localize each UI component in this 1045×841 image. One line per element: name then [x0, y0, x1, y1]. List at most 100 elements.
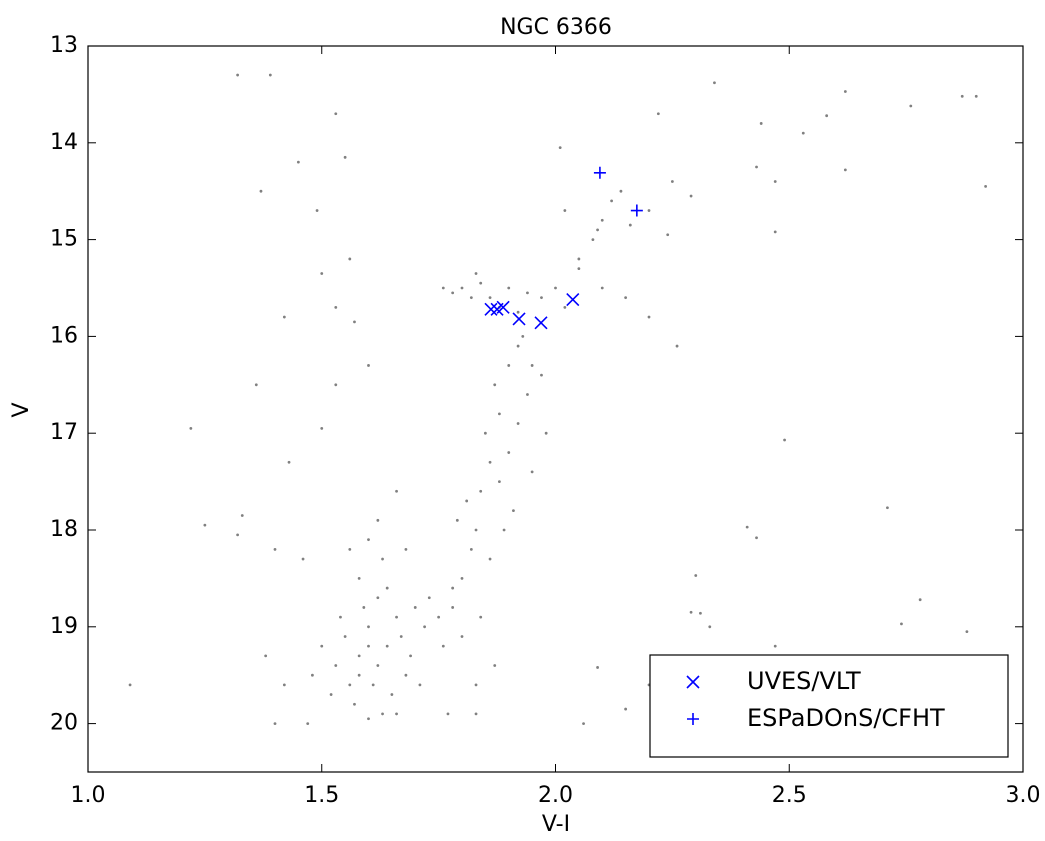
point — [843, 168, 847, 172]
y-axis-label: V — [9, 402, 34, 417]
point — [596, 666, 599, 669]
point — [451, 586, 455, 590]
point — [348, 547, 352, 551]
point — [334, 305, 338, 309]
point — [343, 155, 347, 159]
x-marker — [496, 300, 510, 314]
x-tick-label: 1.5 — [304, 783, 339, 808]
point — [591, 238, 595, 242]
point — [296, 160, 300, 164]
x-tick-label: 2.5 — [772, 783, 807, 808]
point — [483, 431, 487, 435]
point — [488, 296, 492, 300]
point — [507, 364, 511, 367]
point — [427, 596, 431, 600]
point — [610, 199, 613, 203]
point — [909, 104, 913, 108]
x-marker — [566, 293, 580, 307]
point — [418, 683, 422, 687]
point — [596, 228, 599, 232]
point — [409, 654, 412, 658]
point — [512, 509, 515, 513]
point — [689, 610, 693, 614]
y-tick-label: 19 — [50, 614, 78, 639]
point — [399, 635, 403, 638]
point — [329, 693, 333, 696]
point — [376, 664, 380, 667]
point — [675, 344, 679, 348]
point — [451, 291, 455, 295]
point — [264, 654, 268, 658]
point — [493, 664, 497, 667]
point — [287, 460, 291, 464]
point — [268, 73, 272, 77]
point — [273, 722, 277, 725]
point — [474, 528, 478, 532]
point — [479, 615, 483, 619]
point — [801, 131, 805, 135]
point — [441, 286, 445, 290]
point — [469, 296, 473, 300]
point — [353, 702, 356, 706]
point — [563, 305, 567, 309]
chart-title: NGC 6366 — [500, 15, 612, 40]
point — [600, 286, 604, 290]
point — [479, 489, 483, 493]
y-tick-label: 20 — [50, 711, 78, 736]
point — [203, 523, 207, 527]
point — [628, 223, 632, 227]
point — [526, 291, 529, 295]
point — [306, 722, 310, 725]
point — [334, 664, 338, 667]
point — [759, 122, 763, 125]
point — [357, 654, 361, 658]
point — [259, 189, 263, 193]
y-tick-label: 14 — [50, 130, 78, 155]
point — [474, 272, 478, 275]
x-tick-label: 2.0 — [538, 783, 573, 808]
point — [647, 209, 651, 212]
y-tick-label: 18 — [50, 517, 78, 542]
point — [469, 547, 473, 551]
x-tick-label: 1.0 — [71, 783, 106, 808]
legend-marker — [687, 713, 699, 725]
x-axis-label: V-I — [542, 812, 570, 837]
point — [395, 712, 398, 716]
point — [395, 615, 398, 619]
point — [282, 315, 286, 319]
point — [624, 296, 628, 300]
point — [773, 644, 777, 648]
point — [600, 218, 604, 222]
point — [367, 364, 370, 367]
point — [437, 615, 441, 619]
point — [446, 712, 450, 716]
point — [367, 717, 370, 721]
y-tick-label: 17 — [50, 420, 78, 445]
legend-marker — [686, 675, 700, 689]
point — [320, 426, 324, 430]
point — [320, 272, 324, 275]
point — [441, 644, 445, 648]
point — [582, 722, 585, 725]
point — [334, 383, 338, 387]
plus-marker — [630, 204, 643, 217]
point — [381, 712, 384, 716]
y-tick-label: 15 — [50, 227, 78, 252]
point — [708, 625, 712, 629]
point — [516, 310, 520, 314]
point — [900, 622, 903, 626]
point — [666, 233, 670, 237]
point — [460, 577, 464, 580]
point — [357, 673, 361, 677]
x-tick-label: 3.0 — [1006, 783, 1041, 808]
point — [507, 286, 511, 290]
point — [526, 393, 529, 396]
point — [544, 431, 548, 435]
point — [413, 606, 417, 609]
point — [315, 209, 319, 212]
point — [783, 438, 786, 442]
point — [334, 112, 338, 116]
point — [974, 94, 978, 98]
point — [367, 644, 370, 648]
